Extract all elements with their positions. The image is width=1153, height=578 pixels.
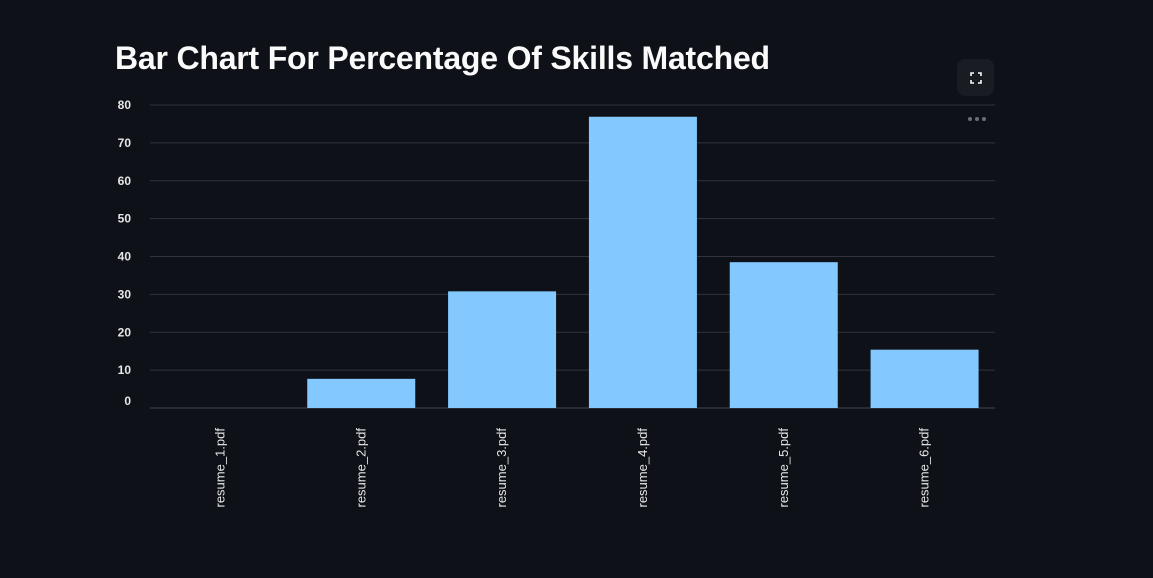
y-tick-label: 40: [118, 250, 132, 264]
x-tick-label: resume_4.pdf: [635, 428, 650, 508]
y-tick-label: 30: [118, 287, 132, 301]
y-tick-label: 10: [118, 363, 132, 377]
more-horizontal-icon: [968, 117, 986, 121]
bars: [307, 116, 979, 409]
bar[interactable]: [588, 116, 697, 409]
y-tick-label: 80: [118, 98, 132, 112]
chart-menu-button[interactable]: [964, 110, 990, 128]
y-tick-label: 0: [124, 394, 131, 408]
y-axis-ticks: 0 10 20 30 40 50 60 70 80: [118, 98, 132, 408]
x-axis-labels: resume_1.pdf resume_2.pdf resume_3.pdf resu…: [212, 428, 931, 508]
bar[interactable]: [307, 378, 416, 408]
y-tick-label: 50: [118, 212, 132, 226]
x-tick-label: resume_1.pdf: [212, 428, 227, 508]
chart-title: Bar Chart For Percentage Of Skills Match…: [115, 40, 770, 76]
grid-lines: [150, 104, 995, 409]
x-tick-label: resume_6.pdf: [917, 428, 932, 508]
bar[interactable]: [870, 349, 979, 408]
y-tick-label: 60: [118, 174, 132, 188]
fullscreen-icon: [969, 71, 982, 84]
fullscreen-button[interactable]: [957, 59, 994, 96]
x-tick-label: resume_2.pdf: [353, 428, 368, 508]
y-tick-label: 70: [118, 136, 132, 150]
x-tick-label: resume_3.pdf: [494, 428, 509, 508]
bar[interactable]: [448, 291, 557, 408]
x-tick-label: resume_5.pdf: [776, 428, 791, 508]
y-tick-label: 20: [118, 325, 132, 339]
bar[interactable]: [729, 262, 838, 408]
